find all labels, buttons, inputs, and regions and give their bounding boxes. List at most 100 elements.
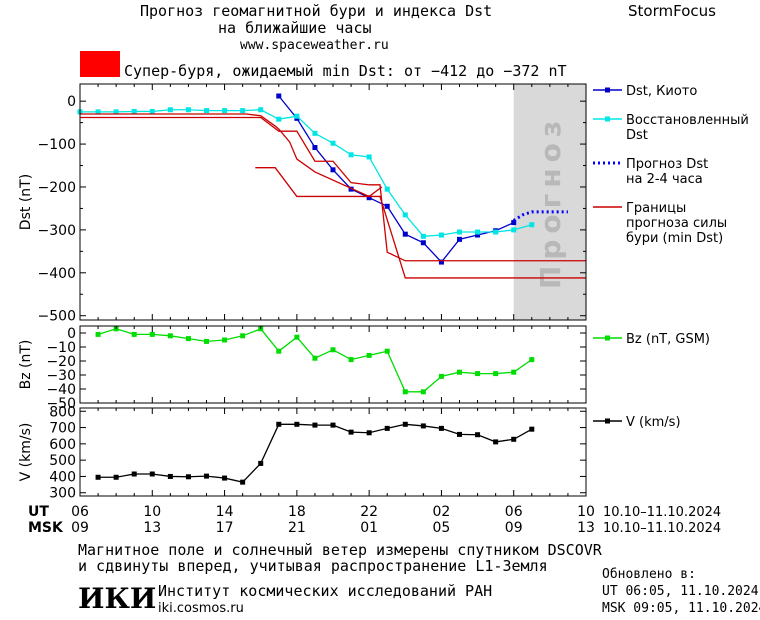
msk-tick-label: 13	[143, 520, 161, 536]
dst-legend-label: Границы	[626, 201, 686, 216]
v-ylabel: V (km/s)	[18, 423, 34, 482]
dst-ytick-label: −400	[38, 266, 76, 282]
dst-legend-label: Dst, Киото	[626, 84, 697, 99]
dst-series-1-point	[204, 108, 209, 114]
dst-series-1-point	[384, 186, 390, 192]
bz-legend-label: Bz (nT, GSM)	[626, 332, 710, 347]
page-title: Прогноз геомагнитной бури и индекса Dst	[140, 2, 493, 20]
site-url[interactable]: www.spaceweather.ru	[240, 38, 389, 53]
v-ytick-label: 400	[49, 469, 76, 485]
dst-series-1-point	[529, 222, 535, 228]
dst-series-0-point	[438, 259, 444, 265]
dst-series-0-point	[348, 186, 354, 192]
bz-series-0-point	[330, 347, 336, 353]
institute-url[interactable]: iki.cosmos.ru	[158, 601, 244, 616]
bz-series-0-point	[348, 357, 354, 363]
iki-logo: ИКИ	[78, 582, 157, 615]
bz-ytick-label: −50	[46, 396, 76, 412]
bz-series-0-point	[185, 336, 191, 342]
dst-legend-label: прогноза силы	[626, 216, 727, 231]
bz-series-0-point	[457, 369, 462, 375]
dst-series-0-point	[276, 93, 282, 99]
dst-series-3-line	[80, 113, 586, 279]
v-series-0-line	[98, 423, 533, 483]
dst-legend-label: бури (min Dst)	[626, 231, 723, 246]
v-series-0-point	[529, 426, 535, 432]
v-series-0-point	[457, 431, 462, 437]
v-series-0-point	[222, 475, 228, 481]
ut-date-range: 10.10–11.10.2024	[603, 505, 721, 520]
updated-label: Обновлено в:	[602, 567, 696, 582]
v-series-0-point	[493, 439, 499, 445]
msk-date-range: 10.10–11.10.2024	[603, 521, 721, 536]
updated-msk: MSK 09:05, 11.10.2024	[602, 601, 760, 616]
dst-series-0-point	[420, 240, 426, 246]
ut-tick-label: 14	[216, 504, 234, 520]
dst-series-0-point	[384, 203, 390, 209]
msk-tick-label: 09	[505, 520, 523, 536]
dst-series-4-line	[80, 116, 586, 262]
dst-series-1-point	[276, 116, 282, 122]
forecast-label: Прогноз	[534, 115, 567, 289]
bz-series-0-point	[312, 355, 318, 361]
v-ytick-label: 500	[49, 453, 76, 469]
dst-series-1-point	[457, 229, 462, 235]
dst-series-1-point	[131, 108, 137, 114]
dst-series-1-point	[420, 233, 426, 239]
dst-legend-label: Прогноз Dst	[626, 157, 708, 172]
bz-ytick-label: −30	[46, 368, 76, 384]
v-series-0-point	[185, 474, 191, 480]
dst-series-2-line	[512, 210, 568, 222]
v-frame	[79, 407, 587, 497]
msk-axis-label: MSK	[28, 520, 64, 536]
bz-ytick-label: −20	[46, 354, 76, 370]
dst-ytick-label: −300	[38, 223, 76, 239]
msk-tick-label: 09	[71, 520, 89, 536]
v-series-0-point	[366, 430, 372, 436]
dst-series-0-point	[475, 232, 481, 238]
v-series-0-point	[113, 474, 119, 480]
v-ytick-label: 600	[49, 437, 76, 453]
dst-series-1-point	[149, 108, 155, 114]
dst-series-0-point	[366, 195, 372, 201]
v-series-0-point	[167, 473, 173, 479]
dst-series-5-line	[255, 167, 383, 198]
bz-ytick-label: −10	[46, 340, 76, 356]
v-series-0-point	[511, 436, 517, 442]
v-series-0-point	[240, 479, 246, 485]
v-ytick-label: 800	[49, 404, 76, 420]
v-legend-marker	[605, 418, 610, 424]
dst-series-1-point	[294, 113, 300, 119]
dst-legend-label: на 2-4 часа	[626, 172, 703, 187]
dst-series-1-point	[258, 107, 264, 113]
dst-series-1-point	[330, 140, 336, 146]
ut-tick-label: 22	[360, 504, 378, 520]
dst-series-1-point	[240, 108, 246, 114]
bz-series-0-point	[529, 357, 535, 363]
dst-series-1-point	[438, 232, 444, 238]
v-ytick-label: 300	[49, 486, 76, 502]
msk-tick-label: 21	[288, 520, 306, 536]
v-series-0-point	[384, 425, 390, 431]
v-series-0-point	[95, 474, 101, 480]
bz-ytick-label: 0	[67, 326, 76, 342]
dst-series-1-point	[167, 107, 173, 113]
dst-ytick-label: 0	[67, 94, 76, 110]
msk-tick-label: 01	[360, 520, 378, 536]
bz-series-0-point	[276, 348, 282, 354]
dst-ytick-label: −500	[38, 309, 76, 325]
page-subtitle: на ближайшие часы	[218, 19, 372, 37]
msk-tick-label: 05	[433, 520, 451, 536]
bz-series-0-point	[402, 389, 408, 395]
dst-series-1-line	[80, 109, 532, 237]
bz-series-0-point	[222, 337, 228, 343]
ut-tick-label: 10	[577, 504, 595, 520]
msk-tick-label: 17	[216, 520, 234, 536]
dst-series-0-point	[312, 145, 318, 151]
bz-legend-marker	[605, 335, 610, 341]
v-ytick-label: 700	[49, 421, 76, 437]
ut-tick-label: 06	[505, 504, 523, 520]
v-series-0-point	[294, 421, 300, 427]
ut-tick-label: 10	[143, 504, 161, 520]
ut-axis-label: UT	[28, 504, 49, 520]
